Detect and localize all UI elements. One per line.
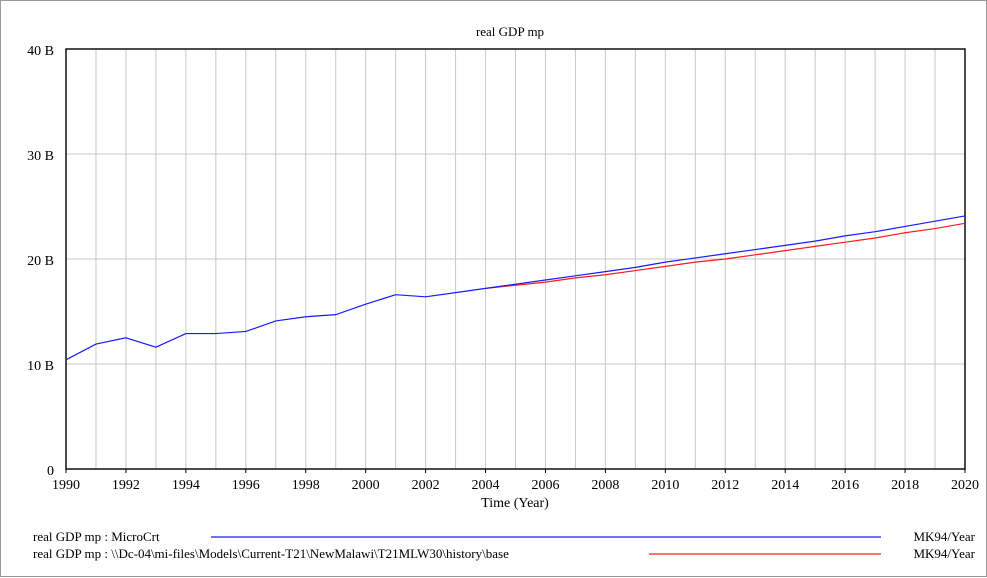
legend-unit-2: MK94/Year — [913, 546, 975, 561]
series-line-2 — [485, 222, 966, 289]
x-tick-label: 2000 — [352, 478, 380, 493]
series-layer — [65, 215, 966, 361]
x-tick-label: 1990 — [52, 478, 80, 493]
x-tick-label: 2006 — [531, 478, 559, 493]
y-tick-label: 40 B — [27, 44, 54, 59]
y-tick-label: 10 B — [27, 359, 54, 374]
x-tick-label: 1992 — [112, 478, 140, 493]
x-tick-label: 2008 — [591, 478, 619, 493]
legend: real GDP mp : MicroCrt MK94/Year real GDP … — [33, 529, 976, 561]
x-tick-label: 2004 — [472, 478, 500, 493]
x-tick-label: 2010 — [651, 478, 679, 493]
y-tick-label: 30 B — [27, 149, 54, 164]
x-tick-label: 1994 — [172, 478, 200, 493]
legend-unit-1: MK94/Year — [913, 529, 975, 544]
x-tick-label: 1998 — [292, 478, 320, 493]
y-tick-label: 0 — [47, 464, 54, 479]
axis-labels: 1990 1992 1994 1996 1998 2000 2002 2004 2006 2008… — [27, 44, 979, 493]
series-line-1 — [65, 215, 966, 361]
x-tick-label: 2016 — [831, 478, 859, 493]
x-tick-label: 2018 — [891, 478, 919, 493]
grid — [66, 49, 965, 469]
x-axis-label: Time (Year) — [481, 496, 549, 511]
legend-label-2: real GDP mp : \\Dc-04\mi-files\Models\Cu… — [33, 546, 509, 561]
chart-title: real GDP mp — [476, 24, 544, 39]
x-tick-label: 1996 — [232, 478, 260, 493]
y-tick-label: 20 B — [27, 254, 54, 269]
plot-area — [65, 48, 966, 470]
x-tick-label: 2020 — [951, 478, 979, 493]
x-tick-label: 2002 — [412, 478, 440, 493]
x-tick-label: 2014 — [771, 478, 799, 493]
legend-label-1: real GDP mp : MicroCrt — [33, 529, 160, 544]
x-tick-label: 2012 — [711, 478, 739, 493]
